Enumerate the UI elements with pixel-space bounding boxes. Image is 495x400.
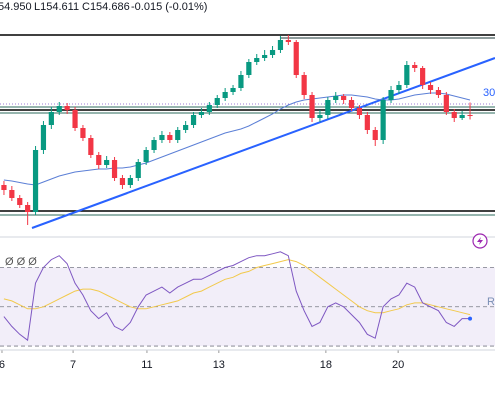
plot: 6 7 11 13 18 20 (0, 35, 495, 371)
candle-body (104, 160, 110, 165)
candle-body (372, 130, 378, 140)
candle-body (325, 100, 331, 115)
candle-body (396, 85, 402, 90)
candle-body (277, 40, 284, 50)
candle-body (190, 115, 197, 125)
candle-body (238, 75, 244, 88)
candle-body (356, 108, 363, 115)
candle-body (32, 150, 39, 212)
rsi-params: Ø Ø Ø (5, 256, 37, 268)
candle-body (143, 150, 149, 162)
candle-body (17, 198, 23, 205)
trend-line (31, 57, 495, 229)
candle-body (151, 140, 157, 150)
candle-body (443, 95, 449, 112)
candle-body (420, 68, 426, 85)
x-tick-label: 7 (70, 359, 76, 371)
rsi-label: RS (487, 296, 495, 308)
candle-body (404, 65, 410, 85)
candle-body (246, 62, 252, 75)
ohlc-low: L154.611 (34, 1, 79, 13)
candle-body (64, 106, 70, 110)
candle-body (412, 65, 418, 68)
candle-body (88, 138, 94, 155)
candle-body (222, 92, 228, 98)
candle-body (9, 190, 15, 198)
candle-body (341, 96, 347, 100)
candle-body (451, 112, 457, 118)
candle-body (135, 162, 141, 178)
candle-body (348, 100, 355, 108)
candle-body (467, 115, 473, 116)
candle-body (119, 178, 126, 185)
candle-body (364, 115, 370, 130)
candle-body (25, 205, 31, 212)
candle-body (309, 95, 315, 118)
candle-body (293, 42, 299, 75)
candle-body (56, 106, 62, 112)
candle-body (427, 85, 434, 90)
candle-body (214, 98, 220, 105)
candle-body (111, 160, 118, 178)
candle-body (127, 178, 133, 185)
candle-body (80, 128, 86, 138)
candle-body (230, 88, 236, 92)
x-tick-label: 11 (141, 359, 152, 371)
candle-body (333, 96, 339, 100)
candle-body (72, 110, 78, 128)
indicator-icon-bolt (477, 237, 483, 245)
candle-body (183, 125, 189, 130)
candle-body (388, 90, 394, 100)
candle-body (435, 90, 442, 95)
candle-body (301, 75, 307, 95)
candle-body (1, 185, 7, 190)
rsi-ma-line (3, 259, 471, 316)
candle-body (48, 112, 54, 125)
candle-body (254, 58, 260, 62)
rsi-line (3, 251, 470, 342)
candle-body (317, 115, 323, 118)
ohlc-high: 54.950 (0, 1, 32, 13)
candle-body (40, 125, 47, 150)
candle-body (285, 40, 291, 42)
candle-body (167, 135, 173, 140)
ma-label: 30 (483, 87, 495, 99)
candle-body (380, 100, 386, 140)
candle-body (198, 112, 205, 115)
x-tick-label: 18 (320, 359, 332, 371)
x-tick-label: 20 (392, 359, 404, 371)
candle-body (159, 135, 165, 140)
candle-body (269, 50, 276, 55)
candle-body (262, 55, 268, 58)
ohlc-close: C154.686 (82, 1, 130, 13)
candle-body (206, 105, 212, 112)
x-tick-label: 6 (0, 359, 5, 371)
candle-body (175, 130, 181, 140)
ohlc-change: -0.015 (-0.01%) (131, 1, 207, 13)
x-tick-label: 13 (213, 359, 225, 371)
candle-body (96, 155, 102, 165)
candle-body (459, 115, 465, 118)
rsi-last-dot (468, 316, 473, 321)
